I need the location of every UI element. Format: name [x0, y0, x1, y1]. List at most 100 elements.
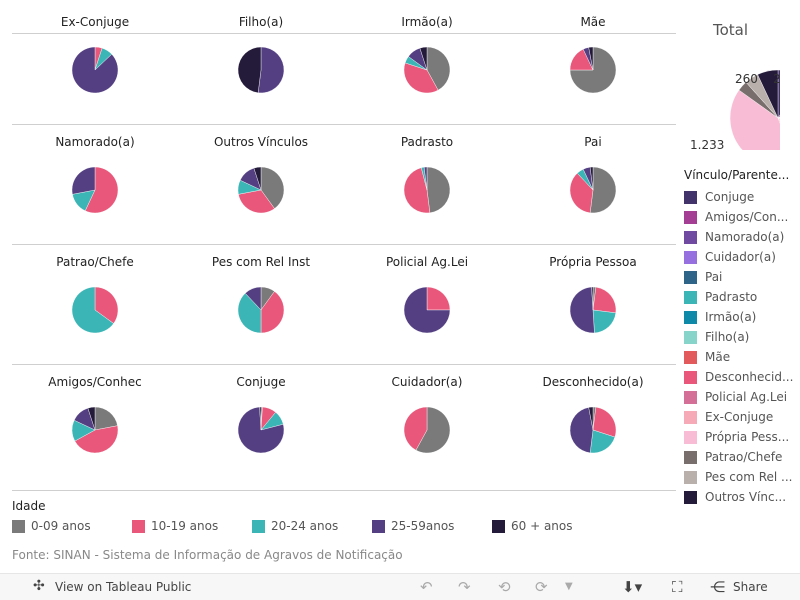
legend-item[interactable]: Conjuge: [684, 187, 793, 207]
pie-slice[interactable]: [569, 286, 595, 334]
legend-item[interactable]: Amigos/Con...: [684, 207, 793, 227]
age-legend-item[interactable]: 10-19 anos: [132, 519, 252, 533]
pie-slice[interactable]: [423, 166, 428, 191]
pie-slice[interactable]: [569, 46, 617, 94]
legend-item[interactable]: Filho(a): [684, 327, 793, 347]
pie-slice[interactable]: [74, 425, 119, 454]
pie-chart: [71, 166, 119, 214]
legend-item[interactable]: Cuidador(a): [684, 247, 793, 267]
pie-slice[interactable]: [237, 46, 262, 94]
legend-label: 20-24 anos: [271, 519, 339, 533]
pie-slice[interactable]: [592, 286, 617, 314]
pie-slice[interactable]: [260, 166, 285, 209]
panel-title: Patrao/Chefe: [56, 255, 134, 269]
pie-slice[interactable]: [426, 166, 451, 214]
refresh-icon[interactable]: ⟳: [535, 578, 548, 596]
panel-title: Mãe: [580, 15, 606, 29]
legend-item[interactable]: Pai: [684, 267, 793, 287]
pie-slice[interactable]: [84, 166, 119, 214]
pie-slice[interactable]: [588, 46, 594, 71]
total-label: 2: [773, 72, 781, 86]
legend-item[interactable]: Namorado(a): [684, 227, 793, 247]
total-pie[interactable]: [690, 60, 780, 150]
share-icon[interactable]: ⋲: [710, 578, 725, 596]
pie-slice[interactable]: [238, 189, 275, 214]
age-legend-item[interactable]: 60 + anos: [492, 519, 612, 533]
pie-slice[interactable]: [426, 46, 451, 91]
pie-slice[interactable]: [403, 286, 451, 334]
pie-slice[interactable]: [257, 46, 285, 94]
pie-slice[interactable]: [244, 286, 262, 311]
panel-title: Amigos/Conhec: [48, 375, 142, 389]
pie-slice[interactable]: [569, 407, 594, 454]
age-legend-item[interactable]: 25-59anos: [372, 519, 492, 533]
legend-item[interactable]: Outros Vínc...: [684, 487, 793, 507]
pie-slice[interactable]: [426, 286, 451, 311]
source-note: Fonte: SINAN - Sistema de Informação de …: [12, 548, 403, 562]
total-pie-slice[interactable]: [729, 89, 780, 150]
revert-icon[interactable]: ⟲: [498, 578, 511, 596]
pie-slice[interactable]: [589, 166, 617, 214]
pie-panel: Policial Ag.Lei: [344, 255, 510, 365]
pie-slice[interactable]: [589, 166, 594, 191]
total-pie-slice[interactable]: [777, 117, 780, 150]
pie-slice[interactable]: [403, 62, 439, 94]
legend-item[interactable]: Pes com Rel ...: [684, 467, 793, 487]
pie-slice[interactable]: [419, 46, 428, 71]
legend-swatch: [684, 210, 697, 224]
panel-title: Filho(a): [238, 15, 284, 29]
view-on-tableau-link[interactable]: View on Tableau Public: [55, 580, 192, 594]
pie-slice[interactable]: [87, 406, 96, 431]
legend-item[interactable]: Mãe: [684, 347, 793, 367]
legend-label: Cuidador(a): [705, 250, 776, 264]
undo-icon[interactable]: ↶: [420, 578, 433, 596]
legend-item[interactable]: Irmão(a): [684, 307, 793, 327]
pie-slice[interactable]: [237, 406, 285, 454]
redo-icon[interactable]: ↷: [458, 578, 471, 596]
age-legend-item[interactable]: 20-24 anos: [252, 519, 372, 533]
fullscreen-icon[interactable]: ⛶: [672, 578, 683, 596]
pie-slice[interactable]: [71, 166, 96, 195]
pause-dropdown-icon[interactable]: ▼: [565, 581, 573, 592]
pie-slice[interactable]: [259, 406, 262, 431]
pie-panel: Desconhecido(a): [510, 375, 676, 485]
pie-slice[interactable]: [403, 406, 428, 451]
total-pie-slice[interactable]: [777, 78, 780, 119]
legend-label: Conjuge: [705, 190, 755, 204]
legend-item[interactable]: Policial Ag.Lei: [684, 387, 793, 407]
pie-slice[interactable]: [71, 46, 119, 94]
pie-slice[interactable]: [260, 291, 285, 334]
total-pie-slice[interactable]: [777, 117, 780, 143]
pie-slice[interactable]: [592, 406, 617, 438]
pie-slice[interactable]: [415, 406, 451, 454]
legend-swatch: [684, 330, 697, 344]
legend-swatch: [12, 519, 25, 533]
divider: [12, 33, 676, 34]
download-icon[interactable]: ⬇▾: [622, 578, 643, 596]
pie-slice[interactable]: [569, 172, 594, 214]
legend-item[interactable]: Padrasto: [684, 287, 793, 307]
total-pie-slice[interactable]: [777, 117, 780, 150]
pie-slice[interactable]: [592, 309, 617, 334]
legend-item[interactable]: Ex-Conjuge: [684, 407, 793, 427]
pie-chart: [403, 46, 451, 94]
pie-slice[interactable]: [71, 286, 114, 334]
panel-title: Pai: [584, 135, 602, 149]
pie-panel: Padrasto: [344, 135, 510, 245]
pie-slice[interactable]: [588, 406, 594, 431]
legend-swatch: [684, 350, 697, 364]
pie-panel: Namorado(a): [12, 135, 178, 245]
pie-slice[interactable]: [403, 167, 431, 214]
legend-item[interactable]: Desconhecid...: [684, 367, 793, 387]
legend-item[interactable]: Própria Pess...: [684, 427, 793, 447]
pie-slice[interactable]: [94, 286, 119, 324]
total-pie-slice[interactable]: [757, 69, 779, 119]
panel-title: Padrasto: [400, 135, 454, 149]
legend-label: Própria Pess...: [705, 430, 790, 444]
pie-slice[interactable]: [591, 286, 594, 311]
pie-slice[interactable]: [237, 292, 262, 334]
age-legend-item[interactable]: 0-09 anos: [12, 519, 132, 533]
legend-item[interactable]: Patrao/Chefe: [684, 447, 793, 467]
share-button[interactable]: Share: [733, 580, 768, 594]
pie-slice[interactable]: [253, 166, 262, 191]
